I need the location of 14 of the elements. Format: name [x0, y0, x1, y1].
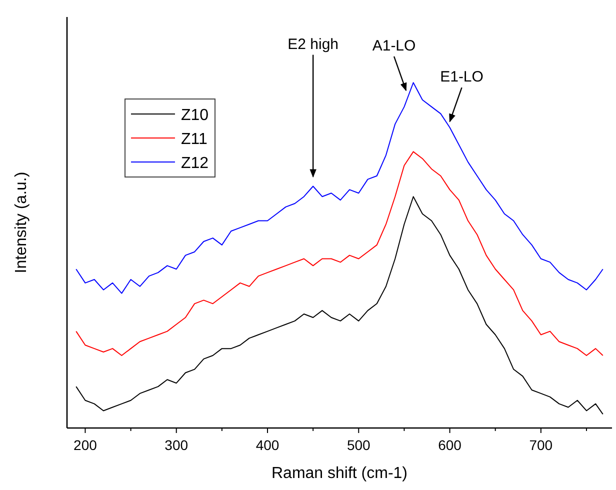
x-tick-label: 400 [256, 437, 280, 453]
x-tick-label: 300 [164, 437, 188, 453]
x-axis-title: Raman shift (cm-1) [271, 465, 408, 482]
annotation: A1-LO [372, 37, 416, 54]
x-tick-label: 500 [346, 437, 371, 453]
legend-label: Z12 [181, 155, 209, 172]
x-tick-label: 700 [529, 437, 553, 453]
legend-label: Z11 [181, 131, 208, 148]
legend-label: Z10 [181, 107, 209, 124]
x-tick-label: 200 [74, 437, 98, 453]
x-tick-label: 600 [438, 437, 462, 453]
annotation: E2 high [288, 36, 339, 53]
y-axis-title: Intensity (a.u.) [13, 172, 30, 274]
annotation: E1-LO [440, 68, 484, 86]
